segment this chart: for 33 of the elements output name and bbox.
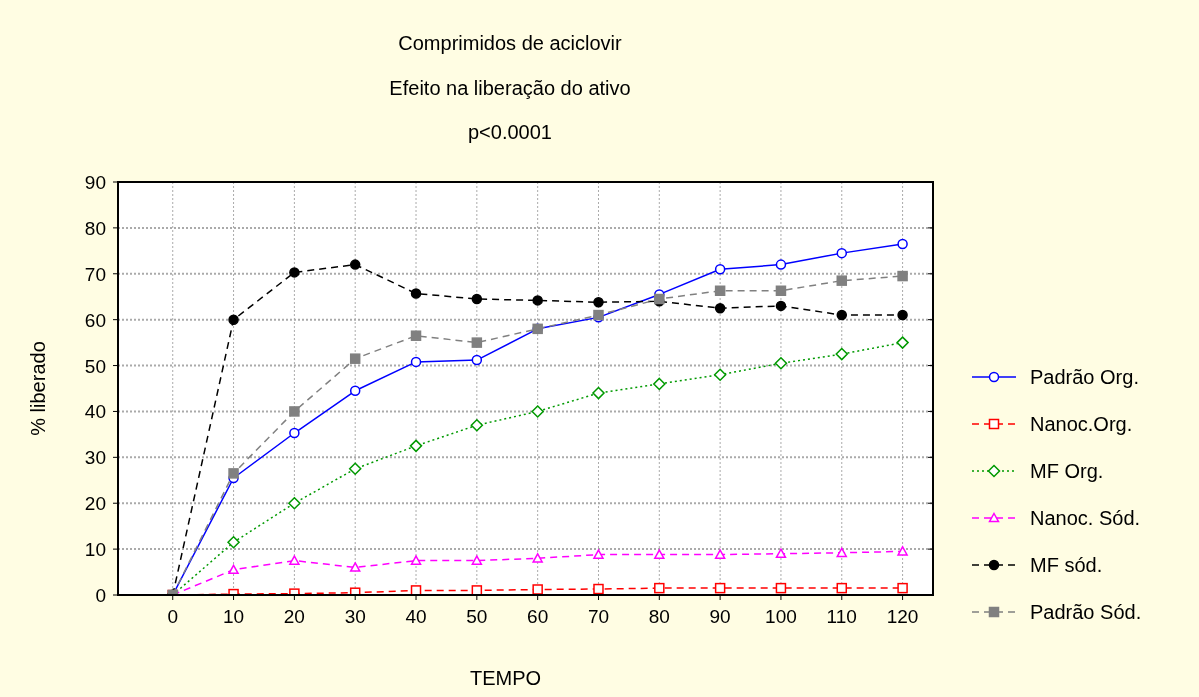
y-tick-label: 80 bbox=[84, 217, 106, 239]
x-tick-label: 10 bbox=[222, 606, 245, 627]
x-tick-label: 50 bbox=[466, 606, 488, 627]
y-tick-label: 70 bbox=[84, 263, 106, 285]
y-tick-label: 60 bbox=[84, 309, 106, 331]
legend-label: MF sód. bbox=[1030, 554, 1103, 576]
x-tick-label: 0 bbox=[167, 606, 179, 627]
chart-subtitle: Efeito na liberação do ativo p<0.0001 bbox=[389, 77, 631, 143]
x-tick-label: 20 bbox=[283, 606, 305, 627]
y-axis-title: % liberado bbox=[27, 341, 49, 436]
x-tick-label: 110 bbox=[826, 606, 857, 627]
x-tick-label: 40 bbox=[405, 606, 427, 627]
legend-label: Padrão Org. bbox=[1030, 366, 1139, 388]
x-tick-label: 100 bbox=[765, 606, 797, 627]
legend-label: Padrão Sód. bbox=[1030, 601, 1142, 623]
x-tick-label: 60 bbox=[527, 606, 549, 627]
x-tick-label: 70 bbox=[587, 606, 610, 627]
x-axis-title: TEMPO bbox=[469, 667, 542, 689]
x-tick-label: 90 bbox=[709, 606, 731, 627]
y-tick-label: 20 bbox=[84, 493, 106, 515]
y-tick-label: 50 bbox=[84, 355, 106, 377]
y-tick-label: 0 bbox=[95, 585, 106, 606]
y-tick-label: 90 bbox=[84, 172, 106, 193]
x-tick-label: 120 bbox=[886, 606, 919, 627]
y-tick-label: 40 bbox=[84, 401, 106, 423]
x-tick-label: 30 bbox=[344, 606, 366, 627]
legend-label: Nanoc. Sód. bbox=[1030, 507, 1141, 529]
y-tick-label: 30 bbox=[84, 447, 106, 469]
x-tick-label: 80 bbox=[648, 606, 670, 627]
chart-title: Comprimidos de aciclovir bbox=[398, 32, 623, 54]
legend-label: MF Org. bbox=[1030, 460, 1104, 482]
legend-label: Nanoc.Org. bbox=[1030, 413, 1133, 435]
y-tick-label: 10 bbox=[84, 539, 106, 561]
